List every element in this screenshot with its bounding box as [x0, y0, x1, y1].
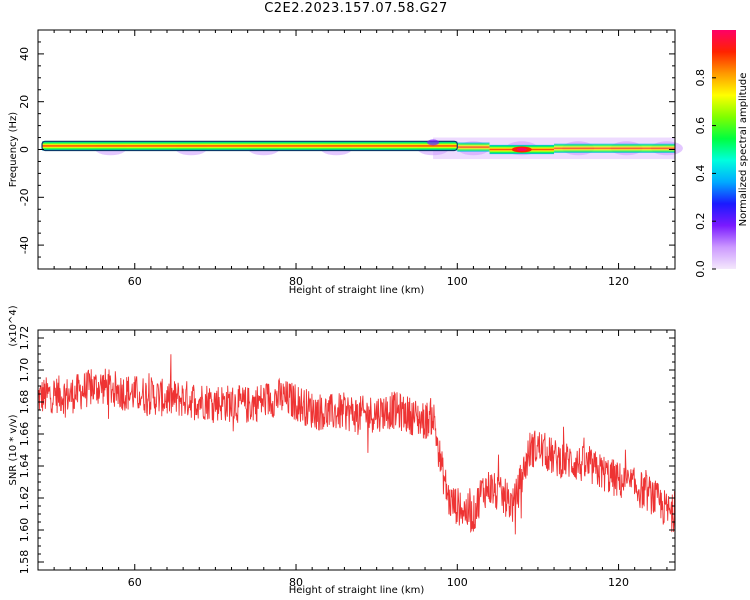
- heatmap-ridge-segment: [457, 142, 490, 152]
- page-title: C2E2.2023.157.07.58.G27: [264, 1, 448, 16]
- heatmap-ridge-segment: [42, 141, 458, 151]
- snr-y-tick-label: 1.66: [18, 422, 31, 447]
- colorbar-tick-label: 0.8: [694, 69, 707, 87]
- colorbar-tick-label: 0.0: [694, 260, 707, 278]
- heatmap-peak-core: [516, 148, 527, 151]
- snr-y-tick-label: 1.64: [18, 454, 31, 479]
- heatmap-x-tick-label: 100: [447, 275, 468, 288]
- heatmap-x-tick-label: 120: [608, 275, 629, 288]
- snr-y-tick-label: 1.68: [18, 390, 31, 415]
- colorbar-tick-label: 0.6: [694, 117, 707, 135]
- heatmap-x-tick-label: 60: [128, 275, 142, 288]
- snr-y-tick-label: 1.62: [18, 486, 31, 511]
- snr-y-tick-label: 1.60: [18, 518, 31, 543]
- heatmap-x-axis-label: Height of straight line (km): [289, 285, 425, 296]
- heatmap-y-tick-label: -40: [18, 236, 31, 254]
- colorbar-label: Normalized spectral amplitude: [738, 73, 749, 227]
- heatmap-y-tick-label: 40: [18, 47, 31, 61]
- snr-x-tick-label: 100: [447, 576, 468, 589]
- colorbar-tick-label: 0.2: [694, 212, 707, 230]
- snr-y-tick-label: 1.58: [18, 550, 31, 575]
- heatmap-ridge-segment: [554, 143, 675, 153]
- snr-y-tick-label: 1.72: [18, 326, 31, 351]
- heatmap-patch: [427, 139, 440, 146]
- snr-y-tick-label: 1.70: [18, 358, 31, 383]
- heatmap-x-tick-label: 80: [289, 275, 303, 288]
- snr-x-tick-label: 120: [608, 576, 629, 589]
- snr-x-tick-label: 60: [128, 576, 142, 589]
- colorbar-tick-label: 0.4: [694, 165, 707, 183]
- snr-y-axis-label: SNR (10 * v/v): [8, 414, 19, 485]
- snr-series-line: [37, 354, 676, 535]
- snr-x-tick-label: 80: [289, 576, 303, 589]
- heatmap-y-tick-label: 20: [18, 95, 31, 109]
- heatmap-ridge-outline: [41, 140, 458, 152]
- snr-x-axis-label: Height of straight line (km): [289, 585, 425, 596]
- snr-y-multiplier: (x10^4): [8, 305, 19, 346]
- heatmap-y-tick-label: -20: [18, 188, 31, 206]
- heatmap-y-tick-label: 0: [18, 146, 31, 153]
- colorbar: [712, 30, 736, 269]
- heatmap-y-axis-label: Frequency (Hz): [8, 112, 19, 188]
